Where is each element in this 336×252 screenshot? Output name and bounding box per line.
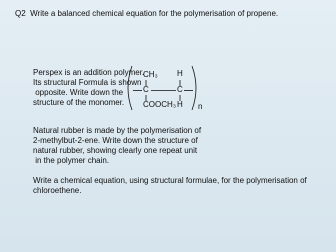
group: COOCH₃ xyxy=(143,100,177,109)
atom: H xyxy=(177,100,183,109)
perspex-line: opposite. Write down the xyxy=(33,88,124,97)
group: CH₃ xyxy=(143,70,158,79)
perspex-line: structure of the monomer. xyxy=(33,98,125,107)
atom: C xyxy=(143,85,149,94)
bracket-left xyxy=(127,65,133,111)
perspex-line: Perspex is an addition polymer. xyxy=(33,68,145,77)
rubber-line: natural rubber, showing clearly one repe… xyxy=(33,146,198,155)
chloroethene-line: chloroethene. xyxy=(33,186,82,195)
question: Q2 Write a balanced chemical equation fo… xyxy=(15,9,279,18)
rubber-line: in the polymer chain. xyxy=(33,156,110,165)
atom: C xyxy=(177,85,183,94)
chloroethene-line: Write a chemical equation, using structu… xyxy=(33,176,307,185)
perspex-line: Its structural Formula is shown xyxy=(33,78,142,87)
bracket-right xyxy=(191,65,197,111)
atom: H xyxy=(177,69,183,78)
repeat-n: n xyxy=(198,102,203,111)
rubber-line: 2-methylbut-2-ene. Write down the struct… xyxy=(33,136,198,145)
rubber-line: Natural rubber is made by the polymerisa… xyxy=(33,126,202,135)
